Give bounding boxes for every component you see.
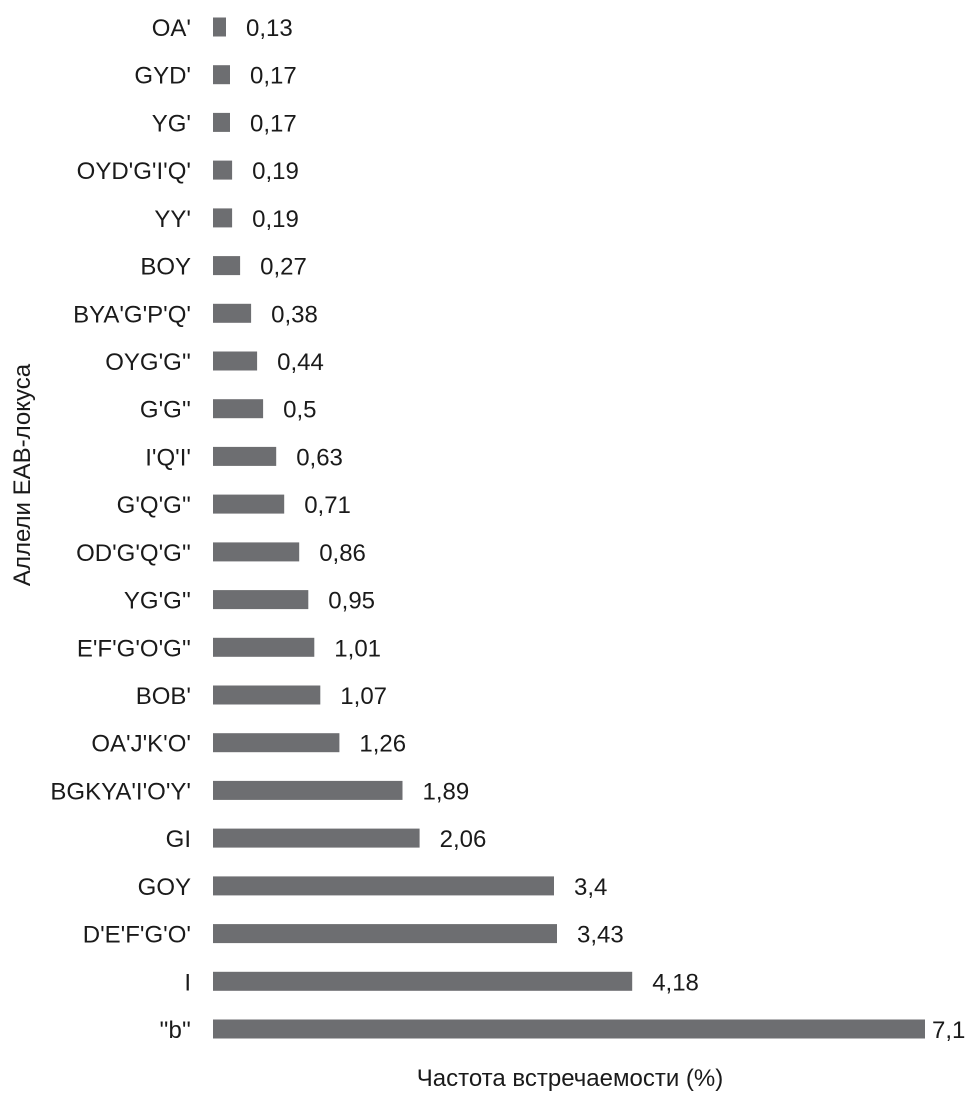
value-label-7: 0,44 bbox=[277, 349, 324, 376]
category-label-0: OA' bbox=[152, 15, 191, 42]
category-label-1: GYD' bbox=[134, 63, 191, 90]
category-label-15: OA'J'K'O' bbox=[91, 731, 191, 758]
value-label-12: 0,95 bbox=[328, 588, 375, 615]
value-label-2: 0,17 bbox=[250, 110, 297, 137]
value-label-20: 4,18 bbox=[652, 969, 699, 996]
category-label-7: OYG'G'' bbox=[105, 349, 191, 376]
value-label-13: 1,01 bbox=[334, 635, 381, 662]
value-label-6: 0,38 bbox=[271, 301, 318, 328]
bar-20 bbox=[213, 971, 633, 991]
bar-5 bbox=[213, 256, 241, 276]
category-label-4: YY' bbox=[154, 206, 191, 233]
value-label-19: 3,43 bbox=[577, 922, 624, 949]
value-label-0: 0,13 bbox=[246, 15, 293, 42]
value-label-21: 7,1 bbox=[932, 1017, 965, 1044]
category-label-18: GOY bbox=[138, 874, 191, 901]
value-label-16: 1,89 bbox=[423, 778, 470, 805]
category-label-19: D'E'F'G'O' bbox=[83, 922, 191, 949]
category-label-13: E'F'G'O'G'' bbox=[77, 635, 191, 662]
category-label-11: OD'G'Q'G'' bbox=[76, 540, 191, 567]
category-label-16: BGKYA'I'O'Y' bbox=[50, 778, 191, 805]
category-label-2: YG' bbox=[152, 110, 191, 137]
bar-4 bbox=[213, 208, 233, 228]
category-label-5: BOY bbox=[140, 254, 191, 281]
bars-group bbox=[213, 17, 925, 1039]
category-label-10: G'Q'G'' bbox=[117, 492, 191, 519]
bar-0 bbox=[213, 17, 226, 37]
value-label-5: 0,27 bbox=[260, 254, 307, 281]
category-label-14: BOB' bbox=[136, 683, 191, 710]
bar-13 bbox=[213, 637, 315, 657]
bar-1 bbox=[213, 65, 230, 85]
bar-15 bbox=[213, 733, 340, 753]
bar-19 bbox=[213, 924, 557, 944]
value-label-14: 1,07 bbox=[340, 683, 387, 710]
y-axis-label: Аллели ЕАВ-локуса bbox=[9, 363, 36, 586]
value-label-3: 0,19 bbox=[252, 158, 299, 185]
value-labels-group: 0,13 0,17 0,17 0,19 0,19 0,27 0,38 0,44 0,5 0,63 0… bbox=[246, 15, 965, 1044]
value-label-11: 0,86 bbox=[319, 540, 366, 567]
value-label-8: 0,5 bbox=[283, 397, 316, 424]
bar-18 bbox=[213, 876, 554, 896]
bar-9 bbox=[213, 446, 277, 466]
bar-17 bbox=[213, 828, 420, 848]
bar-6 bbox=[213, 303, 252, 323]
bar-16 bbox=[213, 780, 403, 800]
category-label-20: I bbox=[184, 969, 191, 996]
category-label-6: BYA'G'P'Q' bbox=[73, 301, 191, 328]
category-label-12: YG'G'' bbox=[124, 588, 191, 615]
bar-12 bbox=[213, 590, 309, 610]
value-label-10: 0,71 bbox=[304, 492, 351, 519]
value-label-18: 3,4 bbox=[574, 874, 607, 901]
value-label-4: 0,19 bbox=[252, 206, 299, 233]
category-labels-group: OA' GYD' YG' OYD'G'I'Q' YY' BOY BYA'G'P'Q' OYG'… bbox=[50, 15, 191, 1044]
bar-8 bbox=[213, 399, 264, 419]
bar-3 bbox=[213, 160, 233, 180]
value-label-1: 0,17 bbox=[250, 63, 297, 90]
category-label-3: OYD'G'I'Q' bbox=[77, 158, 191, 185]
bar-2 bbox=[213, 112, 230, 132]
value-label-17: 2,06 bbox=[440, 826, 487, 853]
category-label-9: I'Q'I' bbox=[145, 444, 191, 471]
bar-14 bbox=[213, 685, 321, 705]
category-label-21: ''b'' bbox=[159, 1017, 191, 1044]
x-axis-label: Частота встречаемости (%) bbox=[417, 1065, 723, 1092]
bar-7 bbox=[213, 351, 258, 371]
bar-11 bbox=[213, 542, 300, 562]
value-label-15: 1,26 bbox=[359, 731, 406, 758]
category-label-8: G'G'' bbox=[140, 397, 191, 424]
category-label-17: GI bbox=[166, 826, 191, 853]
bar-10 bbox=[213, 494, 285, 514]
bar-21 bbox=[213, 1019, 925, 1039]
value-label-9: 0,63 bbox=[296, 444, 343, 471]
